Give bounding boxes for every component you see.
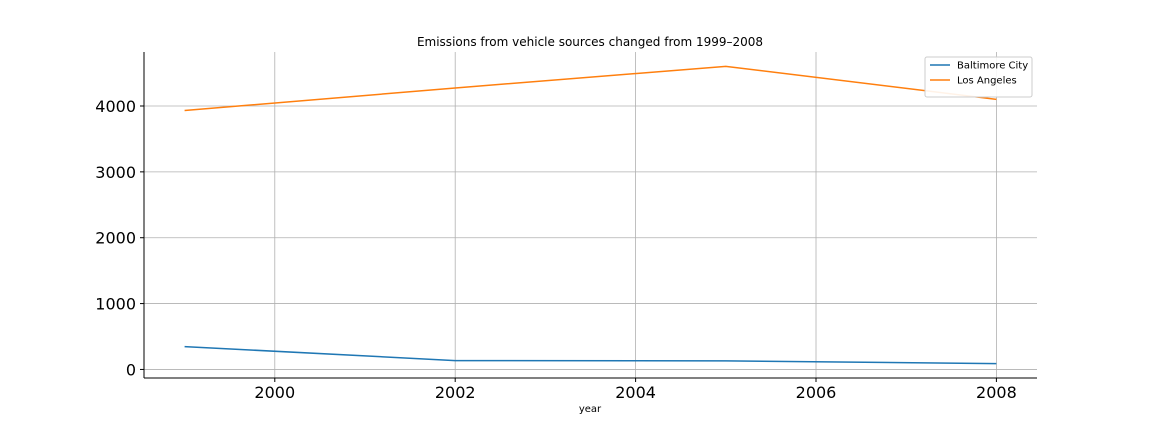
x-tick-label: 2008: [976, 383, 1017, 402]
legend: Baltimore City Los Angeles: [924, 56, 1033, 98]
x-tick-label: 2000: [254, 383, 295, 402]
x-axis-label: year: [579, 404, 602, 415]
y-tick-label: 0: [126, 360, 136, 379]
legend-label-los-angeles: Los Angeles: [957, 76, 1017, 87]
y-tick-label: 4000: [95, 97, 136, 116]
x-tick-label: 2006: [796, 383, 837, 402]
chart-title: Emissions from vehicle sources changed f…: [417, 35, 763, 49]
x-ticks: 2000 2002 2004 2006 2008: [254, 378, 1017, 402]
series-line-los-angeles: [184, 65, 997, 112]
grid: [144, 52, 1037, 378]
y-tick-label: 2000: [95, 229, 136, 248]
legend-label-baltimore-city: Baltimore City: [957, 61, 1028, 72]
legend-box: [924, 56, 1033, 98]
series-line-baltimore-city: [184, 345, 997, 365]
y-tick-label: 3000: [95, 163, 136, 182]
x-tick-label: 2002: [435, 383, 476, 402]
x-tick-label: 2004: [615, 383, 656, 402]
series-lines: [184, 65, 997, 365]
axes: [143, 52, 1037, 379]
y-tick-label: 1000: [95, 295, 136, 314]
y-ticks: 0 1000 2000 3000 4000: [95, 97, 144, 379]
